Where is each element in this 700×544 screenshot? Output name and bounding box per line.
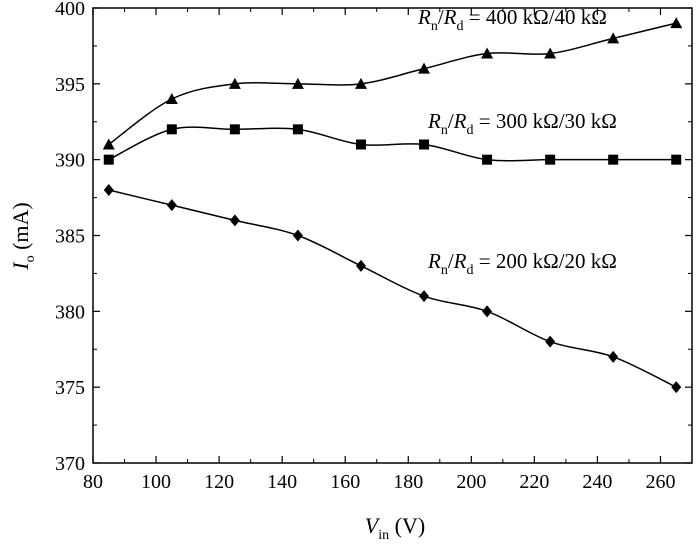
label-slash: / <box>448 249 454 273</box>
axis-title-unit: (V) <box>389 513 425 538</box>
label-slash: / <box>438 5 444 29</box>
label-subscript: n <box>431 19 438 34</box>
axis-title-subscript: o <box>23 255 38 262</box>
diamond-marker <box>355 259 366 272</box>
triangle-marker <box>354 77 367 89</box>
square-marker <box>419 139 430 150</box>
label-symbol: R <box>453 249 467 273</box>
square-marker <box>482 154 493 165</box>
axes: 80 100 120 140 160 180 200 220 240 260 370 375 380 38… <box>8 0 693 543</box>
triangle-marker <box>670 17 683 29</box>
label-value: = 200 kΩ/20 kΩ <box>474 249 617 273</box>
square-marker <box>166 124 177 135</box>
label-symbol: R <box>443 5 457 29</box>
series-line <box>108 22 677 146</box>
series-label-1: Rn/Rd = 300 kΩ/30 kΩ <box>427 109 617 138</box>
label-subscript: d <box>467 263 474 278</box>
label-value: = 300 kΩ/30 kΩ <box>474 109 617 133</box>
series-0 <box>102 17 683 150</box>
label-symbol: R <box>427 249 441 273</box>
diamond-marker <box>419 290 430 303</box>
label-slash: / <box>448 109 454 133</box>
triangle-marker <box>544 47 557 59</box>
x-tick-label: 220 <box>519 471 549 493</box>
x-axis-title: Vin (V) <box>365 513 425 543</box>
diamond-marker <box>166 199 177 212</box>
label-subscript: n <box>441 123 448 138</box>
diamond-marker <box>292 229 303 242</box>
y-tick-label: 385 <box>55 226 85 248</box>
triangle-marker <box>481 47 494 59</box>
diamond-marker <box>671 381 682 394</box>
series-2 <box>103 184 682 394</box>
plot-frame <box>92 7 693 464</box>
label-symbol: R <box>427 109 441 133</box>
diamond-marker <box>229 214 240 227</box>
square-marker <box>229 124 240 135</box>
diamond-marker <box>608 350 619 363</box>
x-tick-label: 160 <box>330 471 360 493</box>
x-tick-label: 120 <box>204 471 234 493</box>
axis-title-unit: (mA) <box>8 202 33 255</box>
square-marker <box>545 154 556 165</box>
axis-title-symbol: V <box>365 513 381 538</box>
axis-title-subscript: in <box>378 528 389 543</box>
series-group <box>102 17 683 394</box>
y-tick-label: 380 <box>55 301 85 323</box>
label-symbol: R <box>453 109 467 133</box>
triangle-marker <box>607 32 620 44</box>
square-marker <box>103 154 114 165</box>
label-subscript: d <box>467 123 474 138</box>
label-symbol: R <box>417 5 431 29</box>
y-tick-label: 375 <box>55 377 85 399</box>
y-tick-label: 390 <box>55 150 85 172</box>
series-label-0: Rn/Rd = 400 kΩ/40 kΩ <box>417 5 607 34</box>
x-tick-label: 180 <box>393 471 423 493</box>
series-label-2: Rn/Rd = 200 kΩ/20 kΩ <box>427 249 617 278</box>
y-tick-label: 370 <box>55 453 85 475</box>
square-marker <box>355 139 366 150</box>
triangle-marker <box>165 93 178 104</box>
diamond-marker <box>545 335 556 348</box>
square-marker <box>608 154 619 165</box>
x-tick-label: 240 <box>582 471 612 493</box>
x-tick-label: 100 <box>141 471 171 493</box>
triangle-marker <box>228 77 241 89</box>
triangle-marker <box>291 77 304 89</box>
square-marker <box>671 154 682 165</box>
square-marker <box>292 124 303 135</box>
diamond-marker <box>103 184 114 196</box>
label-subscript: n <box>441 263 448 278</box>
x-tick-label: 140 <box>267 471 297 493</box>
label-value: = 400 kΩ/40 kΩ <box>464 5 607 29</box>
y-tick-label: 395 <box>55 74 85 96</box>
triangle-marker <box>418 62 431 74</box>
series-line <box>108 189 677 388</box>
series-1 <box>103 124 682 165</box>
y-axis-title: Io (mA) <box>8 202 38 270</box>
series-line <box>108 126 677 162</box>
x-tick-label: 200 <box>456 471 486 493</box>
axis-title-symbol: I <box>8 261 33 271</box>
label-subscript: d <box>457 19 464 34</box>
triangle-marker <box>102 138 115 150</box>
diamond-marker <box>482 305 493 318</box>
x-tick-label: 80 <box>83 471 103 493</box>
x-tick-label: 260 <box>645 471 675 493</box>
y-tick-label: 400 <box>55 0 85 20</box>
